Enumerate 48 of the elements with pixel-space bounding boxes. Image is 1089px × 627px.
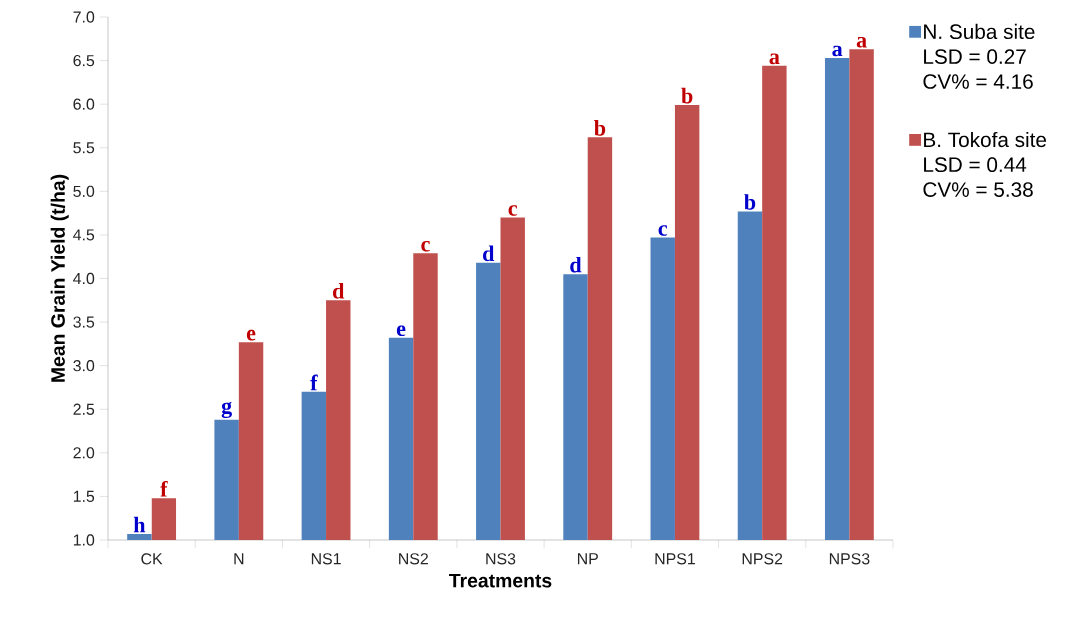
y-tick-label: 3.0 xyxy=(73,360,95,372)
y-tick-label: 1.0 xyxy=(73,534,95,546)
data-label: c xyxy=(421,240,430,252)
x-tick-label: NPS2 xyxy=(742,553,783,565)
legend-label: B. Tokofa site xyxy=(924,131,1047,148)
x-tick-label: NS1 xyxy=(311,553,341,565)
x-tick-label: NS2 xyxy=(399,553,428,565)
data-label: b xyxy=(681,87,693,104)
y-tick-label: 4.5 xyxy=(73,229,95,241)
data-label: a xyxy=(856,36,867,48)
y-tick-label: 4.0 xyxy=(73,272,95,285)
text: LSD = 0.27 xyxy=(924,49,1026,64)
data-label: a xyxy=(832,45,843,57)
data-label: h xyxy=(133,516,146,533)
text: LSD = 0.44 xyxy=(924,157,1027,173)
x-axis-title: Treatments xyxy=(449,573,552,588)
y-axis-title: Mean Grain Yield (t/ha) xyxy=(50,174,69,382)
x-tick-label: N xyxy=(234,553,244,565)
y-tick-label: 7.0 xyxy=(73,11,95,23)
data-label: e xyxy=(396,325,406,337)
x-tick-label: NS3 xyxy=(486,553,516,565)
y-tick-label: 3.5 xyxy=(73,316,95,328)
data-label: d xyxy=(333,283,345,299)
y-tick-label: 5.5 xyxy=(73,142,95,154)
y-tick-label: 6.0 xyxy=(73,98,95,110)
x-tick-label: NP xyxy=(577,553,598,565)
data-label: e xyxy=(246,329,256,341)
data-label: c xyxy=(508,205,518,216)
data-label: f xyxy=(160,480,168,497)
x-tick-label: NPS3 xyxy=(829,553,870,565)
y-tick-label: 1.5 xyxy=(73,490,95,502)
data-label: g xyxy=(221,401,232,419)
y-tick-label: 2.5 xyxy=(73,403,95,415)
x-tick-label: NPS1 xyxy=(655,553,695,565)
data-label: f xyxy=(310,374,318,391)
data-label: d xyxy=(570,256,582,273)
text: CV% = 5.38 xyxy=(923,182,1033,197)
x-tick-label: CK xyxy=(141,553,163,565)
data-label: b xyxy=(594,120,606,136)
data-label: b xyxy=(744,194,756,210)
y-tick-label: 6.5 xyxy=(73,54,95,67)
legend-label: N. Suba site xyxy=(924,23,1035,40)
data-label: a xyxy=(769,53,780,65)
text: CV% = 4.16 xyxy=(923,74,1033,89)
y-tick-label: 5.0 xyxy=(73,185,95,197)
data-label: c xyxy=(658,225,668,236)
y-tick-label: 2.0 xyxy=(73,447,95,459)
data-label: d xyxy=(483,245,495,262)
